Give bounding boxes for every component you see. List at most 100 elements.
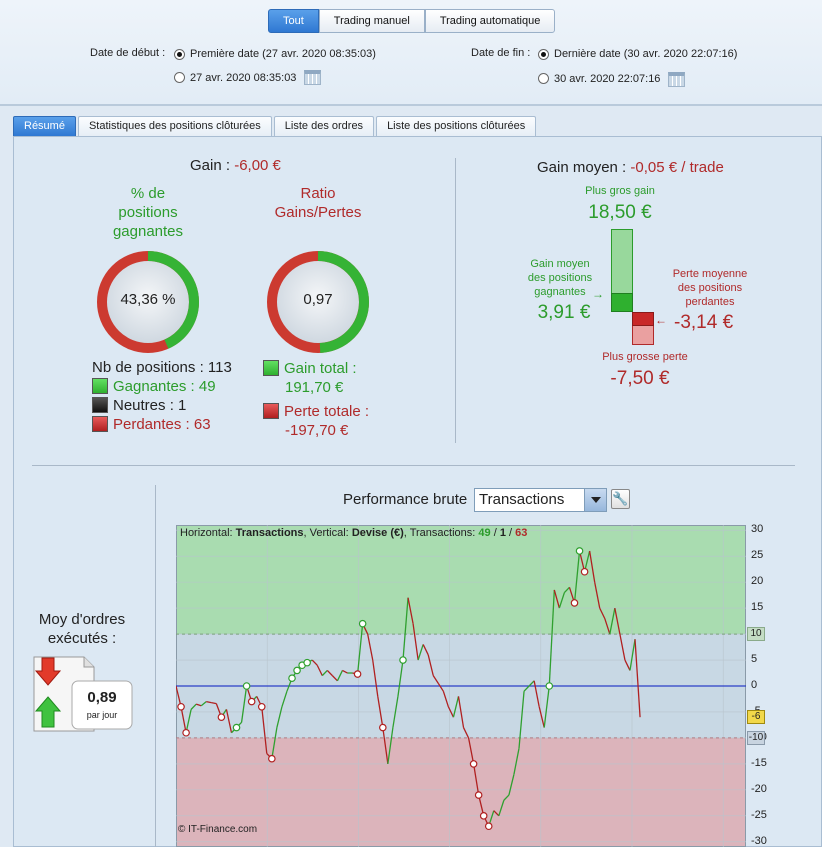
green-square-icon (92, 378, 108, 394)
calendar-icon[interactable] (304, 70, 321, 85)
data-point (353, 670, 362, 678)
data-point (484, 822, 493, 831)
series-segment (356, 623, 364, 675)
avg-loss-label-line: Perte moyenne (672, 268, 748, 280)
end-custom-radio[interactable] (538, 73, 549, 84)
win-pct-title: % de positions gagnantes (88, 184, 208, 241)
performance-select[interactable]: Transactions (474, 488, 607, 512)
series-segment (619, 633, 626, 661)
filter-tab-manual[interactable]: Trading manuel (318, 9, 425, 33)
filter-tab-auto[interactable]: Trading automatique (424, 9, 556, 33)
gain-total: Gain total : 191,70 € (263, 359, 357, 397)
filter-segmented: Tout Trading manuel Trading automatique (268, 9, 556, 33)
chart-header: Horizontal: Transactions, Vertical: Devi… (180, 527, 527, 539)
sep: / (505, 527, 516, 539)
ratio-value: 0,97 (303, 291, 333, 308)
avg-gain-value: -0,05 € / trade (630, 159, 724, 176)
performance-label: Performance brute (343, 491, 468, 508)
series-segment (573, 550, 581, 603)
calendar-icon[interactable] (668, 72, 685, 87)
start-custom-radio[interactable] (174, 72, 185, 83)
data-point (580, 567, 589, 576)
series-segment (548, 589, 555, 687)
series-segment (432, 675, 439, 684)
series-segment (382, 727, 389, 764)
tab-closed-stats[interactable]: Statistiques des positions clôturées (77, 116, 272, 136)
series-segment (372, 659, 379, 697)
wrench-icon[interactable]: 🔧 (611, 489, 630, 509)
data-point (268, 754, 276, 763)
losses-count: 63 (515, 527, 528, 539)
series-segment (629, 639, 636, 671)
ratio-donut (267, 251, 369, 353)
avg-loss-label-line: perdantes (685, 296, 735, 308)
series-segment (387, 727, 394, 764)
chevron-down-icon[interactable] (584, 489, 606, 511)
series-segment (225, 709, 233, 733)
series-segment (367, 633, 374, 661)
series-segment (377, 696, 384, 728)
donut-center (104, 258, 192, 346)
series-segment (336, 670, 344, 682)
series-segment (190, 703, 197, 710)
gain-value: -6,00 € (234, 157, 281, 174)
data-point (358, 619, 367, 628)
y-value-badge: -6 (747, 710, 765, 725)
series-segment (493, 810, 500, 817)
series-segment (442, 690, 450, 707)
green-square-icon (263, 360, 279, 376)
chart-markers (177, 547, 589, 831)
performance-chart (176, 525, 746, 847)
tab-summary[interactable]: Résumé (13, 116, 76, 136)
biggest-gain-value: 18,50 € (588, 202, 652, 223)
gain-summary: Gain : -6,00 € (190, 157, 281, 174)
separator (32, 465, 795, 466)
y-tick-label: 15 (751, 601, 764, 614)
y-tick-label: -25 (751, 808, 767, 821)
series-segment (634, 639, 641, 718)
gain-label: Gain : (190, 157, 231, 174)
series-segment (518, 691, 525, 749)
arrow-right-icon: → (592, 287, 604, 301)
end-last-radio[interactable] (538, 49, 549, 60)
series-segment (392, 696, 399, 728)
data-point (379, 723, 387, 732)
data-point (247, 697, 256, 706)
losers-count: Perdantes : 63 (113, 416, 211, 433)
series-segment (211, 701, 217, 705)
series-segment (200, 701, 207, 707)
orders-icon (33, 656, 133, 732)
filter-tab-all[interactable]: Tout (268, 9, 319, 33)
y-tick-label: 25 (751, 549, 764, 562)
neutral-row: Neutres : 1 (92, 396, 232, 415)
biggest-loss-label: Plus grosse perte (602, 351, 688, 363)
start-first-label: Première date (27 avr. 2020 08:35:03) (190, 48, 376, 60)
tab-closed-list[interactable]: Liste des positions clôturées (376, 116, 537, 136)
profit-zone (176, 525, 746, 635)
avg-gain-label: Gain moyen : (537, 159, 627, 176)
divider (0, 104, 822, 106)
orders-unit: par jour (86, 710, 118, 720)
win-pct-value: 43,36 % (120, 291, 176, 308)
series-segment (563, 586, 570, 593)
end-last-label: Dernière date (30 avr. 2020 22:07:16) (554, 48, 738, 60)
sep: / (490, 527, 500, 539)
series-segment (427, 654, 434, 676)
series-segment (508, 774, 515, 796)
red-square-icon (263, 403, 279, 419)
data-point (399, 656, 407, 664)
ratio-title-line: Ratio (300, 185, 336, 202)
series-segment (437, 683, 444, 692)
orders-value: 0,89 (87, 689, 117, 706)
series-segment (594, 582, 601, 609)
data-point (570, 599, 579, 607)
end-date-label: Date de fin : (471, 47, 531, 59)
data-point (469, 760, 478, 768)
series-segment (599, 607, 606, 619)
h-label: Horizontal: (180, 527, 233, 539)
gain-total-label: Gain total : (284, 360, 357, 377)
series-segment (407, 597, 414, 624)
series-segment (543, 685, 550, 728)
start-first-radio[interactable] (174, 49, 185, 60)
tab-orders[interactable]: Liste des ordres (273, 116, 375, 136)
